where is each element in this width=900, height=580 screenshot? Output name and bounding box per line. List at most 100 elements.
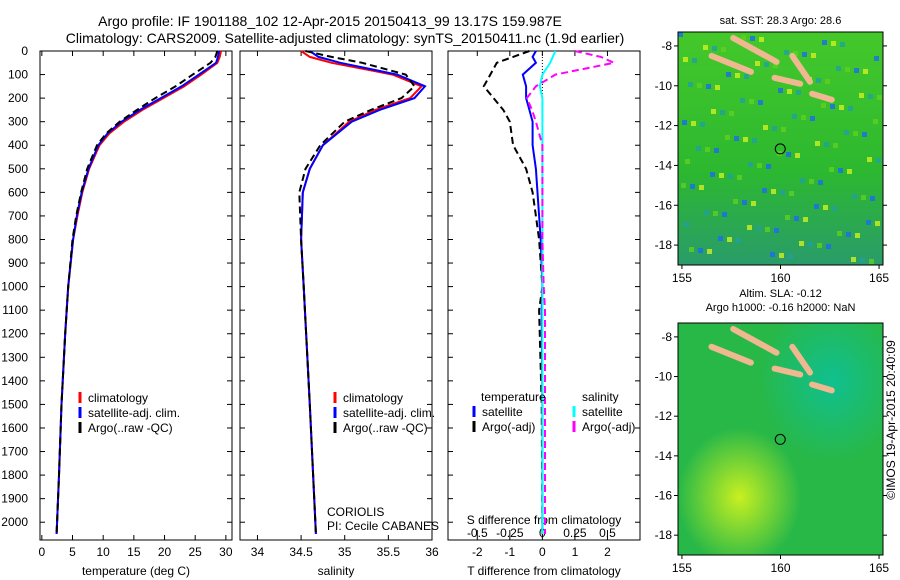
- sst-pixel: [802, 52, 807, 57]
- sst-pixel: [780, 190, 785, 195]
- sst-pixel: [704, 210, 709, 215]
- series-line-argo-raw-qc-: [55, 50, 219, 535]
- land-island: [789, 343, 814, 376]
- series-line-t-satellite: [521, 50, 544, 534]
- x-tick-label: 25: [189, 545, 203, 559]
- x2-tick-label: 0.25: [563, 526, 587, 540]
- y-tick-label: 400: [8, 138, 28, 152]
- sst-pixel: [789, 191, 794, 196]
- sst-pixel: [713, 211, 718, 216]
- x-axis-label: temperature (deg C): [82, 564, 190, 578]
- sst-pixel: [743, 137, 748, 142]
- sst-pixel: [736, 238, 741, 243]
- land-island: [771, 74, 804, 87]
- legend-entry: Argo(-adj): [482, 420, 535, 434]
- sst-pixel: [823, 205, 828, 210]
- sst-pixel: [862, 132, 867, 137]
- sst-pixel: [801, 115, 806, 120]
- sst-pixel: [863, 69, 868, 74]
- sst-pixel: [861, 195, 866, 200]
- x-tick-label: 36: [425, 545, 439, 559]
- sst-pixel: [714, 148, 719, 153]
- sst-pixel: [735, 73, 740, 78]
- sst-pixel: [750, 36, 755, 41]
- map-y-tick-label: -12: [655, 119, 673, 133]
- sst-pixel: [685, 159, 690, 164]
- sst-pixel: [818, 180, 823, 185]
- sst-pixel: [877, 95, 882, 100]
- y-tick-label: 1400: [1, 374, 28, 388]
- sst-pixel: [773, 63, 778, 68]
- legend-entry: satellite-adj. clim.: [343, 406, 435, 420]
- sst-pixel: [794, 216, 799, 221]
- land-island: [730, 325, 780, 356]
- series-line-s-argo-adj-: [525, 50, 618, 534]
- land-island: [809, 381, 835, 394]
- sst-pixel: [722, 212, 727, 217]
- sst-pixel: [874, 56, 879, 61]
- sst-pixel: [719, 173, 724, 178]
- sst-map-title: sat. SST: 28.3 Argo: 28.6: [720, 15, 842, 27]
- map-y-tick-label: -14: [655, 158, 673, 172]
- land-island: [771, 365, 804, 378]
- sst-pixel: [800, 178, 805, 183]
- y-tick-label: 0: [21, 44, 28, 58]
- legend-entry: Argo(-adj): [582, 420, 635, 434]
- sst-pixel: [755, 61, 760, 66]
- legend-entry: Argo(..raw -QC): [343, 421, 428, 435]
- x2-tick-label: 0.5: [599, 526, 616, 540]
- sst-pixel: [829, 167, 834, 172]
- sst-pixel: [833, 143, 838, 148]
- sst-pixel: [705, 147, 710, 152]
- argo-float-location-marker: [774, 143, 786, 155]
- sst-pixel: [793, 51, 798, 56]
- sst-pixel: [759, 37, 764, 42]
- sst-pixel: [681, 183, 686, 188]
- sst-pixel: [752, 138, 757, 143]
- sst-pixel: [688, 82, 693, 87]
- x-axis-label: T difference from climatology: [467, 564, 621, 578]
- x-tick-label: 5: [69, 545, 76, 559]
- sst-pixel: [852, 194, 857, 199]
- map-y-tick-label: -8: [661, 39, 672, 53]
- land-island: [708, 52, 754, 75]
- sst-pixel: [803, 217, 808, 222]
- sst-pixel: [728, 174, 733, 179]
- sst-pixel: [831, 41, 836, 46]
- series-line-t-argo-adj-: [482, 50, 544, 535]
- x-axis-label: salinity: [318, 564, 355, 578]
- x2-tick-label: -0.5: [467, 526, 488, 540]
- sst-pixel: [683, 57, 688, 62]
- x-tick-label: 34: [251, 545, 265, 559]
- sst-pixel: [715, 85, 720, 90]
- sst-pixel: [703, 45, 708, 50]
- map-y-tick-label: -12: [655, 409, 673, 423]
- series-line-satellite-adj-clim-: [55, 50, 221, 535]
- sst-pixel: [817, 243, 822, 248]
- map-x-tick-label: 165: [869, 561, 889, 575]
- y-tick-label: 1800: [1, 468, 28, 482]
- sst-pixel: [838, 168, 843, 173]
- map-y-tick-label: -8: [661, 330, 672, 344]
- sst-pixel: [747, 225, 752, 230]
- sst-pixel: [853, 131, 858, 136]
- sst-pixel: [830, 104, 835, 109]
- x2-tick-label: -0.25: [496, 526, 524, 540]
- sst-pixel: [725, 135, 730, 140]
- legend-entry: climatology: [88, 391, 148, 405]
- sst-pixel: [763, 125, 768, 130]
- sst-pixel: [808, 242, 813, 247]
- sst-pixel: [740, 98, 745, 103]
- x-tick-label: -2: [472, 545, 483, 559]
- sst-pixel: [869, 259, 874, 264]
- sst-pixel: [749, 99, 754, 104]
- sst-pixel: [867, 157, 872, 162]
- sst-pixel: [873, 119, 878, 124]
- sst-pixel: [781, 127, 786, 132]
- legend-entry: climatology: [343, 391, 403, 405]
- sst-pixel: [824, 142, 829, 147]
- map-x-tick-label: 160: [770, 271, 790, 285]
- title-line-2: Climatology: CARS2009. Satellite-adjuste…: [66, 30, 624, 46]
- sst-pixel: [711, 109, 716, 114]
- sst-pixel: [795, 153, 800, 158]
